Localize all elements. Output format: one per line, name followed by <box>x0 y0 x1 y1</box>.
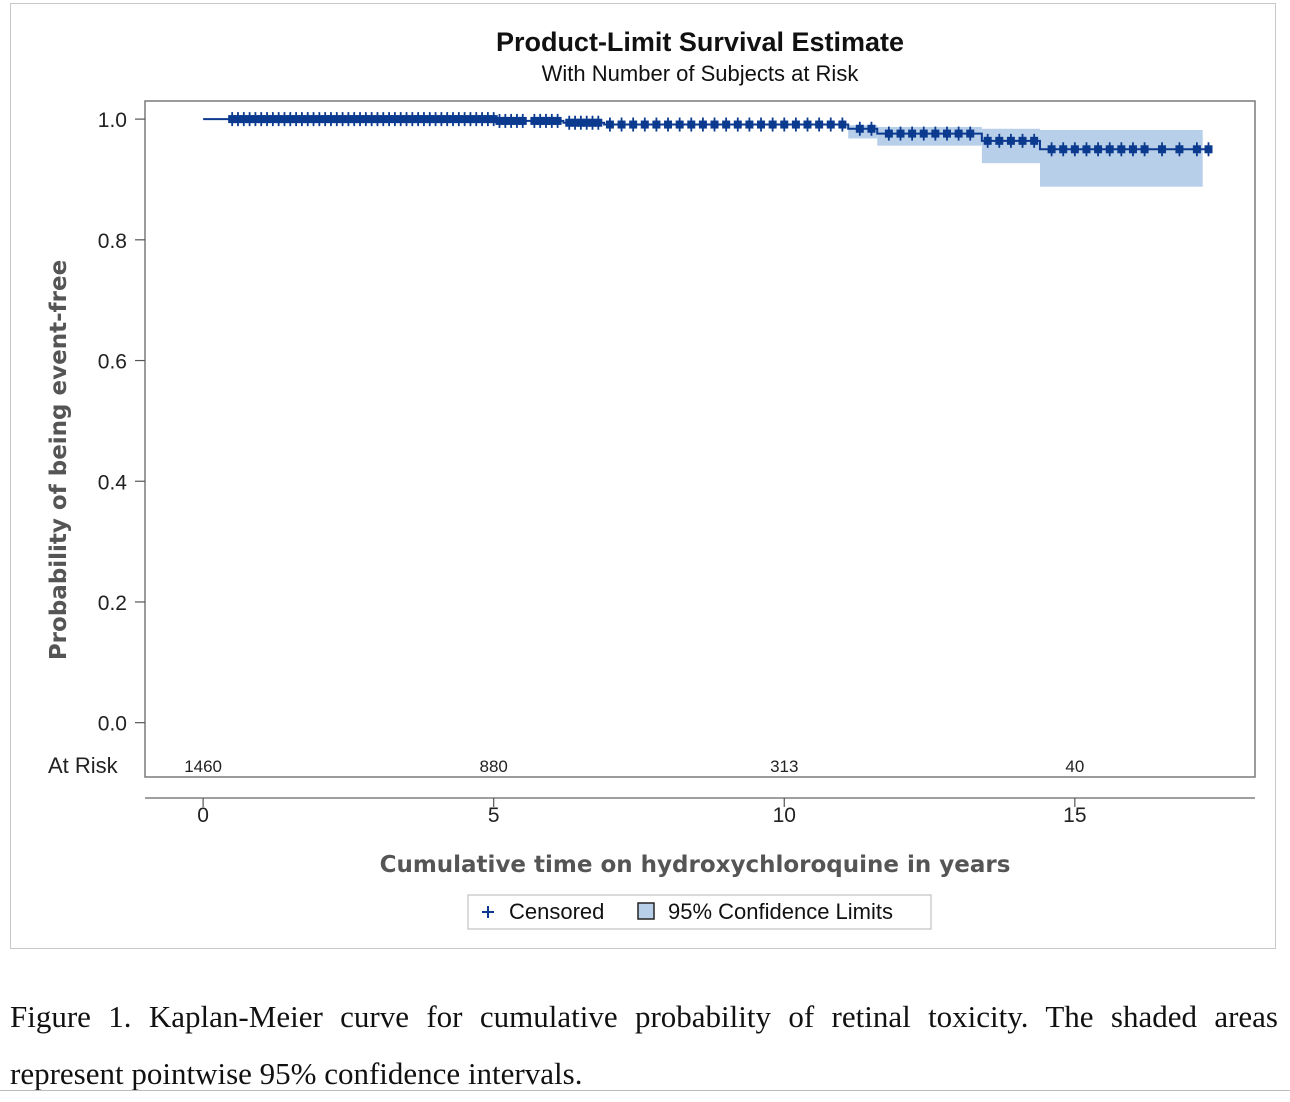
plot-frame <box>144 100 1256 778</box>
x-tick-label: 10 <box>773 804 796 827</box>
y-tick-label: 0.8 <box>98 230 127 253</box>
at-risk-label: At Risk <box>48 753 119 778</box>
legend-ci-label: 95% Confidence Limits <box>668 899 893 924</box>
km-chart: 0.0 0.2 0.4 0.6 0.8 1.0 0 5 10 15 At Risk 1460 880… <box>46 27 1256 930</box>
x-tick-label: 5 <box>488 804 500 827</box>
at-risk-count: 1460 <box>184 757 222 776</box>
y-tick-label: 0.0 <box>98 713 127 736</box>
legend-ci-swatch <box>637 902 655 920</box>
legend: Censored 95% Confidence Limits <box>467 894 932 930</box>
ci-band-segment <box>877 126 982 146</box>
at-risk-count: 880 <box>480 757 508 776</box>
x-tick-label: 0 <box>197 804 209 827</box>
y-axis-label: Probability of being event-free <box>46 260 72 660</box>
y-tick-label: 0.2 <box>98 592 127 615</box>
chart-subtitle: With Number of Subjects at Risk <box>542 61 860 86</box>
y-tick-label: 0.6 <box>98 351 127 374</box>
legend-censored-label: Censored <box>509 899 604 924</box>
legend-box <box>467 894 932 930</box>
at-risk-row: At Risk 1460 880 313 40 <box>48 753 1084 778</box>
y-tick-label: 0.4 <box>98 471 128 494</box>
x-axis: 0 5 10 15 <box>145 797 1255 827</box>
censor-marks-layer <box>228 112 1213 157</box>
figure-caption: Figure 1. Kaplan-Meier curve for cumulat… <box>10 999 1278 1091</box>
chart-title: Product-Limit Survival Estimate <box>496 27 904 57</box>
y-tick-label: 1.0 <box>98 109 127 132</box>
at-risk-count: 313 <box>770 757 798 776</box>
at-risk-count: 40 <box>1065 757 1084 776</box>
y-axis: 0.0 0.2 0.4 0.6 0.8 1.0 <box>98 109 145 736</box>
x-axis-label: Cumulative time on hydroxychloroquine in… <box>380 852 1011 878</box>
x-tick-label: 15 <box>1063 804 1086 827</box>
bottom-rule <box>0 1090 1290 1091</box>
ci-band-segment <box>1039 129 1203 187</box>
